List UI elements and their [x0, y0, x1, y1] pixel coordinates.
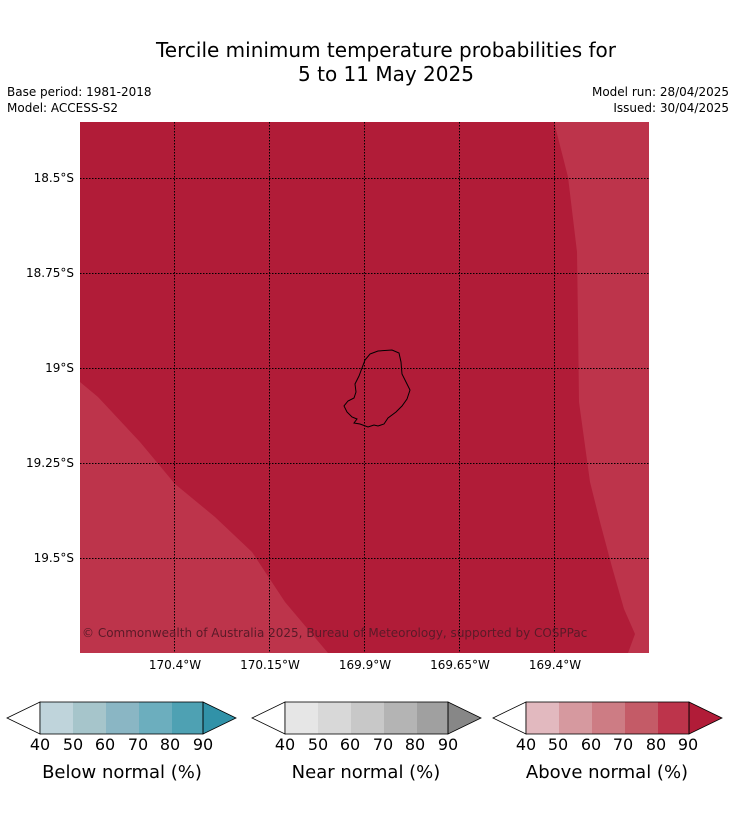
- longitude-label: 169.65°W: [430, 658, 490, 672]
- legend-tick: 80: [404, 735, 426, 754]
- legend-tick: 90: [192, 735, 214, 754]
- colorbar-over-arrow: [447, 701, 482, 735]
- graticule: [80, 122, 649, 653]
- region-above-80-southwest: [80, 382, 328, 653]
- legend-tick: 40: [29, 735, 51, 754]
- longitude-label: 169.9°W: [338, 658, 392, 672]
- legend-near-normal: [251, 700, 482, 736]
- map-title: Tercile minimum temperature probabilitie…: [0, 38, 736, 86]
- legend-tick: 70: [612, 735, 634, 754]
- latitude-label: 19.5°S: [33, 551, 74, 565]
- colorbar-under-arrow: [6, 701, 41, 735]
- issued-date: Issued: 30/04/2025: [613, 101, 729, 115]
- model-name: Model: ACCESS-S2: [7, 101, 119, 115]
- model-run: Model run: 28/04/2025: [591, 85, 729, 99]
- legend-title-above: Above normal (%): [525, 762, 689, 783]
- legend-tick: 40: [515, 735, 537, 754]
- longitude-label: 169.4°W: [528, 658, 582, 672]
- colorbar-swatch: [351, 702, 384, 734]
- meta-left: Base period: 1981-2018 Model: ACCESS-S2: [7, 84, 152, 116]
- colorbar-below-normal: [6, 701, 237, 735]
- legend-tick: 70: [127, 735, 149, 754]
- copyright-notice: © Commonwealth of Australia 2025, Bureau…: [82, 626, 588, 640]
- latitude-label: 18.75°S: [26, 266, 74, 280]
- colorbar-swatch: [172, 702, 203, 734]
- colorbar-swatch: [625, 702, 658, 734]
- legend-tick: 90: [437, 735, 459, 754]
- colorbar-swatch: [106, 702, 139, 734]
- title-line-2: 5 to 11 May 2025: [298, 62, 474, 86]
- colorbar-over-arrow: [202, 701, 237, 735]
- legend-title-near: Near normal (%): [291, 762, 441, 783]
- colorbar-swatch: [384, 702, 417, 734]
- colorbar-swatch: [40, 702, 73, 734]
- legend-tick: 80: [159, 735, 181, 754]
- meta-right: Model run: 28/04/2025 Issued: 30/04/2025: [592, 84, 729, 116]
- legend-tick: 90: [677, 735, 699, 754]
- colorbar-swatch: [73, 702, 106, 734]
- legend-below-normal: [6, 700, 237, 736]
- legend-tick: 50: [307, 735, 329, 754]
- colorbar-swatch: [285, 702, 318, 734]
- colorbar-above-normal: [492, 701, 723, 735]
- longitude-label: 170.4°W: [148, 658, 202, 672]
- colorbar-near-normal: [251, 701, 482, 735]
- map-canvas: [80, 122, 649, 653]
- colorbar-swatch: [417, 702, 448, 734]
- region-above-80-east: [554, 122, 649, 653]
- colorbar-under-arrow: [251, 701, 286, 735]
- legend-tick: 40: [274, 735, 296, 754]
- legend-title-below: Below normal (%): [42, 762, 202, 783]
- colorbar-swatch: [658, 702, 689, 734]
- legend-tick: 50: [62, 735, 84, 754]
- latitude-label: 18.5°S: [33, 171, 74, 185]
- legend-above-normal: [492, 700, 723, 736]
- probability-map[interactable]: © Commonwealth of Australia 2025, Bureau…: [80, 122, 649, 653]
- latitude-label: 19°S: [45, 361, 74, 375]
- colorbar-swatch: [559, 702, 592, 734]
- colorbar-over-arrow: [688, 701, 723, 735]
- legend-tick: 60: [339, 735, 361, 754]
- title-line-1: Tercile minimum temperature probabilitie…: [155, 38, 617, 62]
- latitude-label: 19.25°S: [26, 456, 74, 470]
- legend-tick: 60: [580, 735, 602, 754]
- legend-tick: 60: [94, 735, 116, 754]
- colorbar-swatch: [526, 702, 559, 734]
- legend-tick: 50: [547, 735, 569, 754]
- base-period: Base period: 1981-2018: [7, 85, 152, 99]
- colorbar-swatch: [139, 702, 172, 734]
- legend-tick: 70: [372, 735, 394, 754]
- island-coastline-icon: [343, 349, 411, 428]
- longitude-label: 170.15°W: [240, 658, 300, 672]
- legend-tick: 80: [645, 735, 667, 754]
- colorbar-swatch: [318, 702, 351, 734]
- colorbar-swatch: [592, 702, 625, 734]
- colorbar-under-arrow: [492, 701, 527, 735]
